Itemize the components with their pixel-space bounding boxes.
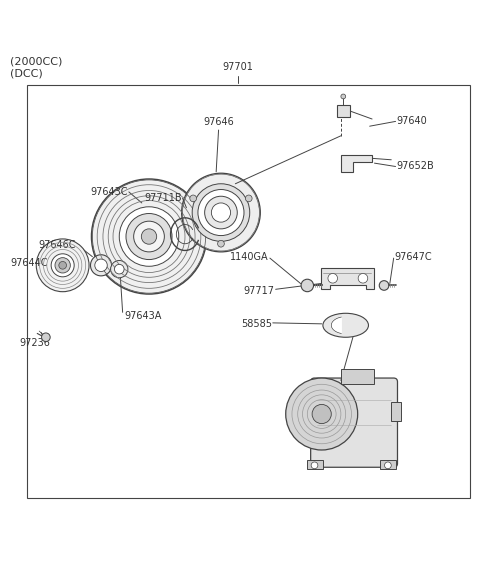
Circle shape (211, 203, 230, 222)
Circle shape (286, 378, 358, 450)
Text: 97646C: 97646C (38, 240, 76, 250)
Text: 58585: 58585 (241, 319, 272, 329)
Text: 97652B: 97652B (396, 162, 434, 171)
Circle shape (198, 189, 244, 236)
Circle shape (328, 274, 337, 283)
Bar (380, 460, 396, 469)
Text: 1140GA: 1140GA (230, 251, 269, 262)
Text: 97711B: 97711B (144, 193, 181, 203)
Circle shape (358, 274, 368, 283)
Text: 97643A: 97643A (124, 311, 161, 321)
Text: 97640: 97640 (396, 117, 427, 126)
Text: 97643C: 97643C (90, 187, 127, 197)
Circle shape (92, 179, 206, 294)
Polygon shape (341, 155, 372, 172)
Polygon shape (337, 105, 349, 117)
Circle shape (36, 239, 89, 292)
Circle shape (119, 207, 179, 266)
Circle shape (312, 405, 331, 423)
Circle shape (55, 258, 71, 273)
Circle shape (126, 213, 172, 259)
Circle shape (95, 259, 107, 271)
Circle shape (110, 261, 128, 278)
Bar (27, 85, 470, 498)
Polygon shape (321, 267, 373, 289)
Circle shape (204, 196, 237, 229)
Text: 97701: 97701 (222, 63, 253, 72)
Circle shape (301, 279, 313, 292)
Text: 97646: 97646 (203, 117, 234, 127)
Circle shape (51, 254, 74, 277)
Text: 97717: 97717 (244, 286, 275, 296)
Bar (391, 402, 401, 421)
Circle shape (341, 94, 346, 99)
Ellipse shape (323, 314, 369, 337)
Circle shape (192, 184, 250, 241)
Bar (307, 460, 323, 469)
Circle shape (42, 333, 50, 341)
Circle shape (133, 221, 164, 252)
Circle shape (114, 265, 124, 274)
Text: 97236: 97236 (19, 338, 50, 348)
Polygon shape (331, 317, 341, 333)
Circle shape (311, 462, 318, 469)
Circle shape (181, 173, 260, 252)
Circle shape (384, 462, 391, 469)
Circle shape (141, 229, 156, 244)
Circle shape (190, 195, 196, 202)
Bar (341, 369, 374, 384)
FancyBboxPatch shape (311, 378, 397, 467)
Circle shape (379, 281, 389, 290)
Circle shape (217, 240, 224, 247)
Circle shape (59, 262, 67, 269)
Circle shape (91, 255, 111, 276)
Text: 97644C: 97644C (11, 258, 48, 268)
Text: (2000CC)
(DCC): (2000CC) (DCC) (10, 57, 62, 79)
Text: 97647C: 97647C (395, 251, 432, 262)
Circle shape (245, 195, 252, 202)
